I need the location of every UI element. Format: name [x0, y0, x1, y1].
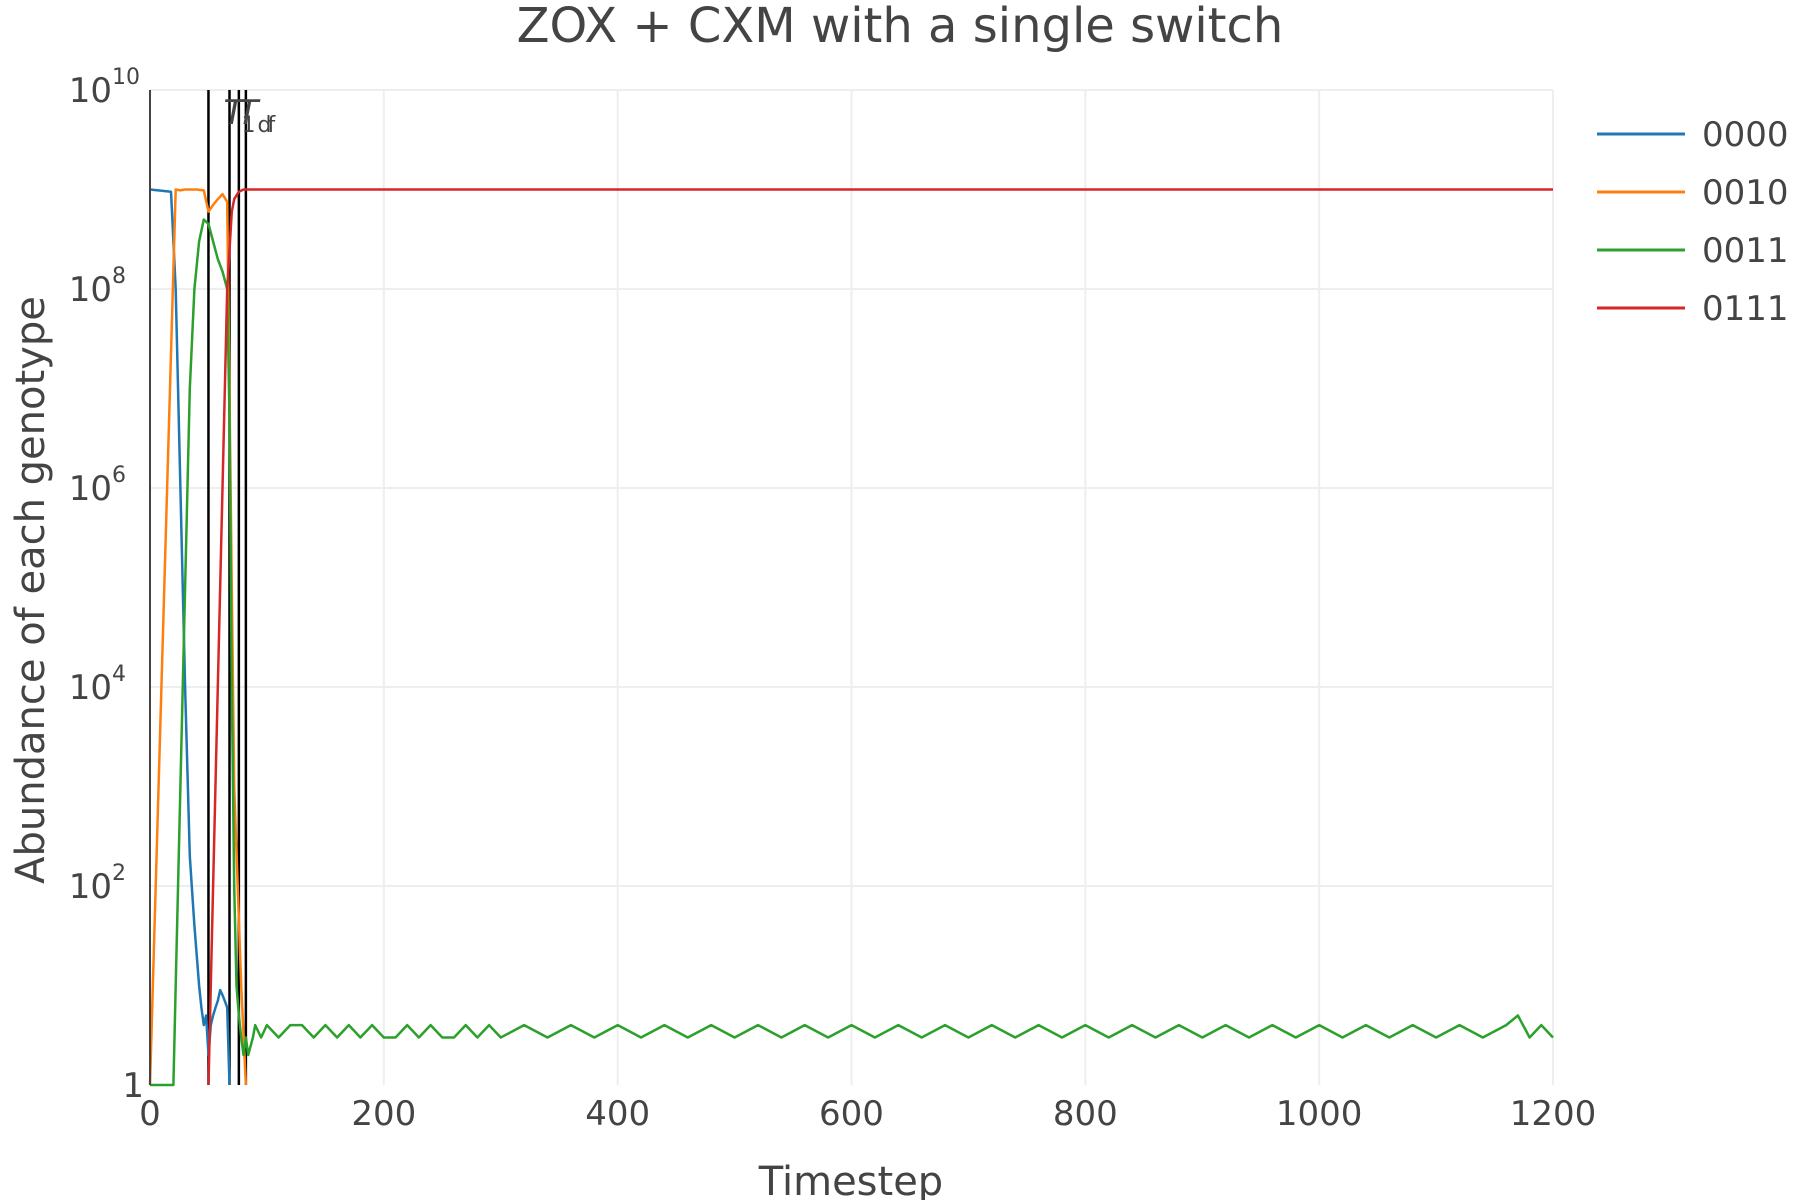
x-tick-label: 1200 [1510, 1094, 1597, 1134]
y-tick-exponent: 2 [112, 861, 126, 886]
y-tick-label: 1 [122, 1066, 144, 1106]
legend-item-0000[interactable]: 0000 [1597, 115, 1789, 155]
series-line-0011 [150, 218, 1554, 1087]
legend-label: 0000 [1702, 115, 1789, 155]
x-tick-label: 600 [819, 1094, 884, 1134]
y-tick-base: 1 [122, 1066, 144, 1106]
y-tick-label: 10 4 [69, 662, 126, 708]
series-line-0010 [148, 188, 248, 1086]
legend-item-0011[interactable]: 0011 [1597, 231, 1789, 271]
y-axis-title: Abundance of each genotype [8, 296, 54, 884]
x-tick-label: 0 [139, 1094, 161, 1134]
grid [150, 89, 1554, 1085]
x-tick-label: 800 [1053, 1094, 1118, 1134]
y-tick-base: 10 [69, 270, 112, 310]
y-tick-base: 10 [69, 469, 112, 509]
marker-sub-f: f [268, 113, 277, 138]
x-axis-title: Timestep [758, 1159, 943, 1200]
series-line-0111 [207, 188, 1553, 1086]
legend-label: 0010 [1702, 173, 1789, 213]
y-tick-exponent: 8 [112, 264, 126, 289]
x-tick-label: 200 [351, 1094, 416, 1134]
legend[interactable]: 0000 0010 0011 0111 [1597, 115, 1789, 329]
marker-label-td: T [238, 93, 261, 133]
y-tick-label: 10 6 [69, 463, 126, 509]
y-tick-exponent: 4 [112, 662, 126, 687]
marker-sub-1: 1 [242, 113, 256, 138]
chart-title: ZOX + CXM with a single switch [517, 0, 1284, 54]
y-tick-label: 10 2 [69, 861, 126, 907]
y-tick-exponent: 10 [112, 65, 140, 90]
y-tick-base: 10 [69, 668, 112, 708]
y-tick-label: 10 10 [69, 65, 140, 111]
legend-item-0111[interactable]: 0111 [1597, 289, 1789, 329]
series-line-0000 [149, 188, 231, 1086]
marker-label-t1: T [224, 93, 247, 133]
y-tick-base: 10 [69, 867, 112, 907]
series-lines [148, 188, 1554, 1087]
y-tick-base: 10 [69, 71, 112, 111]
legend-item-0010[interactable]: 0010 [1597, 173, 1789, 213]
x-tick-label: 1000 [1276, 1094, 1363, 1134]
legend-label: 0011 [1702, 231, 1789, 271]
y-tick-label: 10 8 [69, 264, 126, 310]
marker-sub-d: d [258, 113, 272, 138]
y-tick-exponent: 6 [112, 463, 126, 488]
x-tick-label: 400 [585, 1094, 650, 1134]
legend-label: 0111 [1702, 289, 1789, 329]
vertical-markers: T1T df [207, 90, 277, 1085]
